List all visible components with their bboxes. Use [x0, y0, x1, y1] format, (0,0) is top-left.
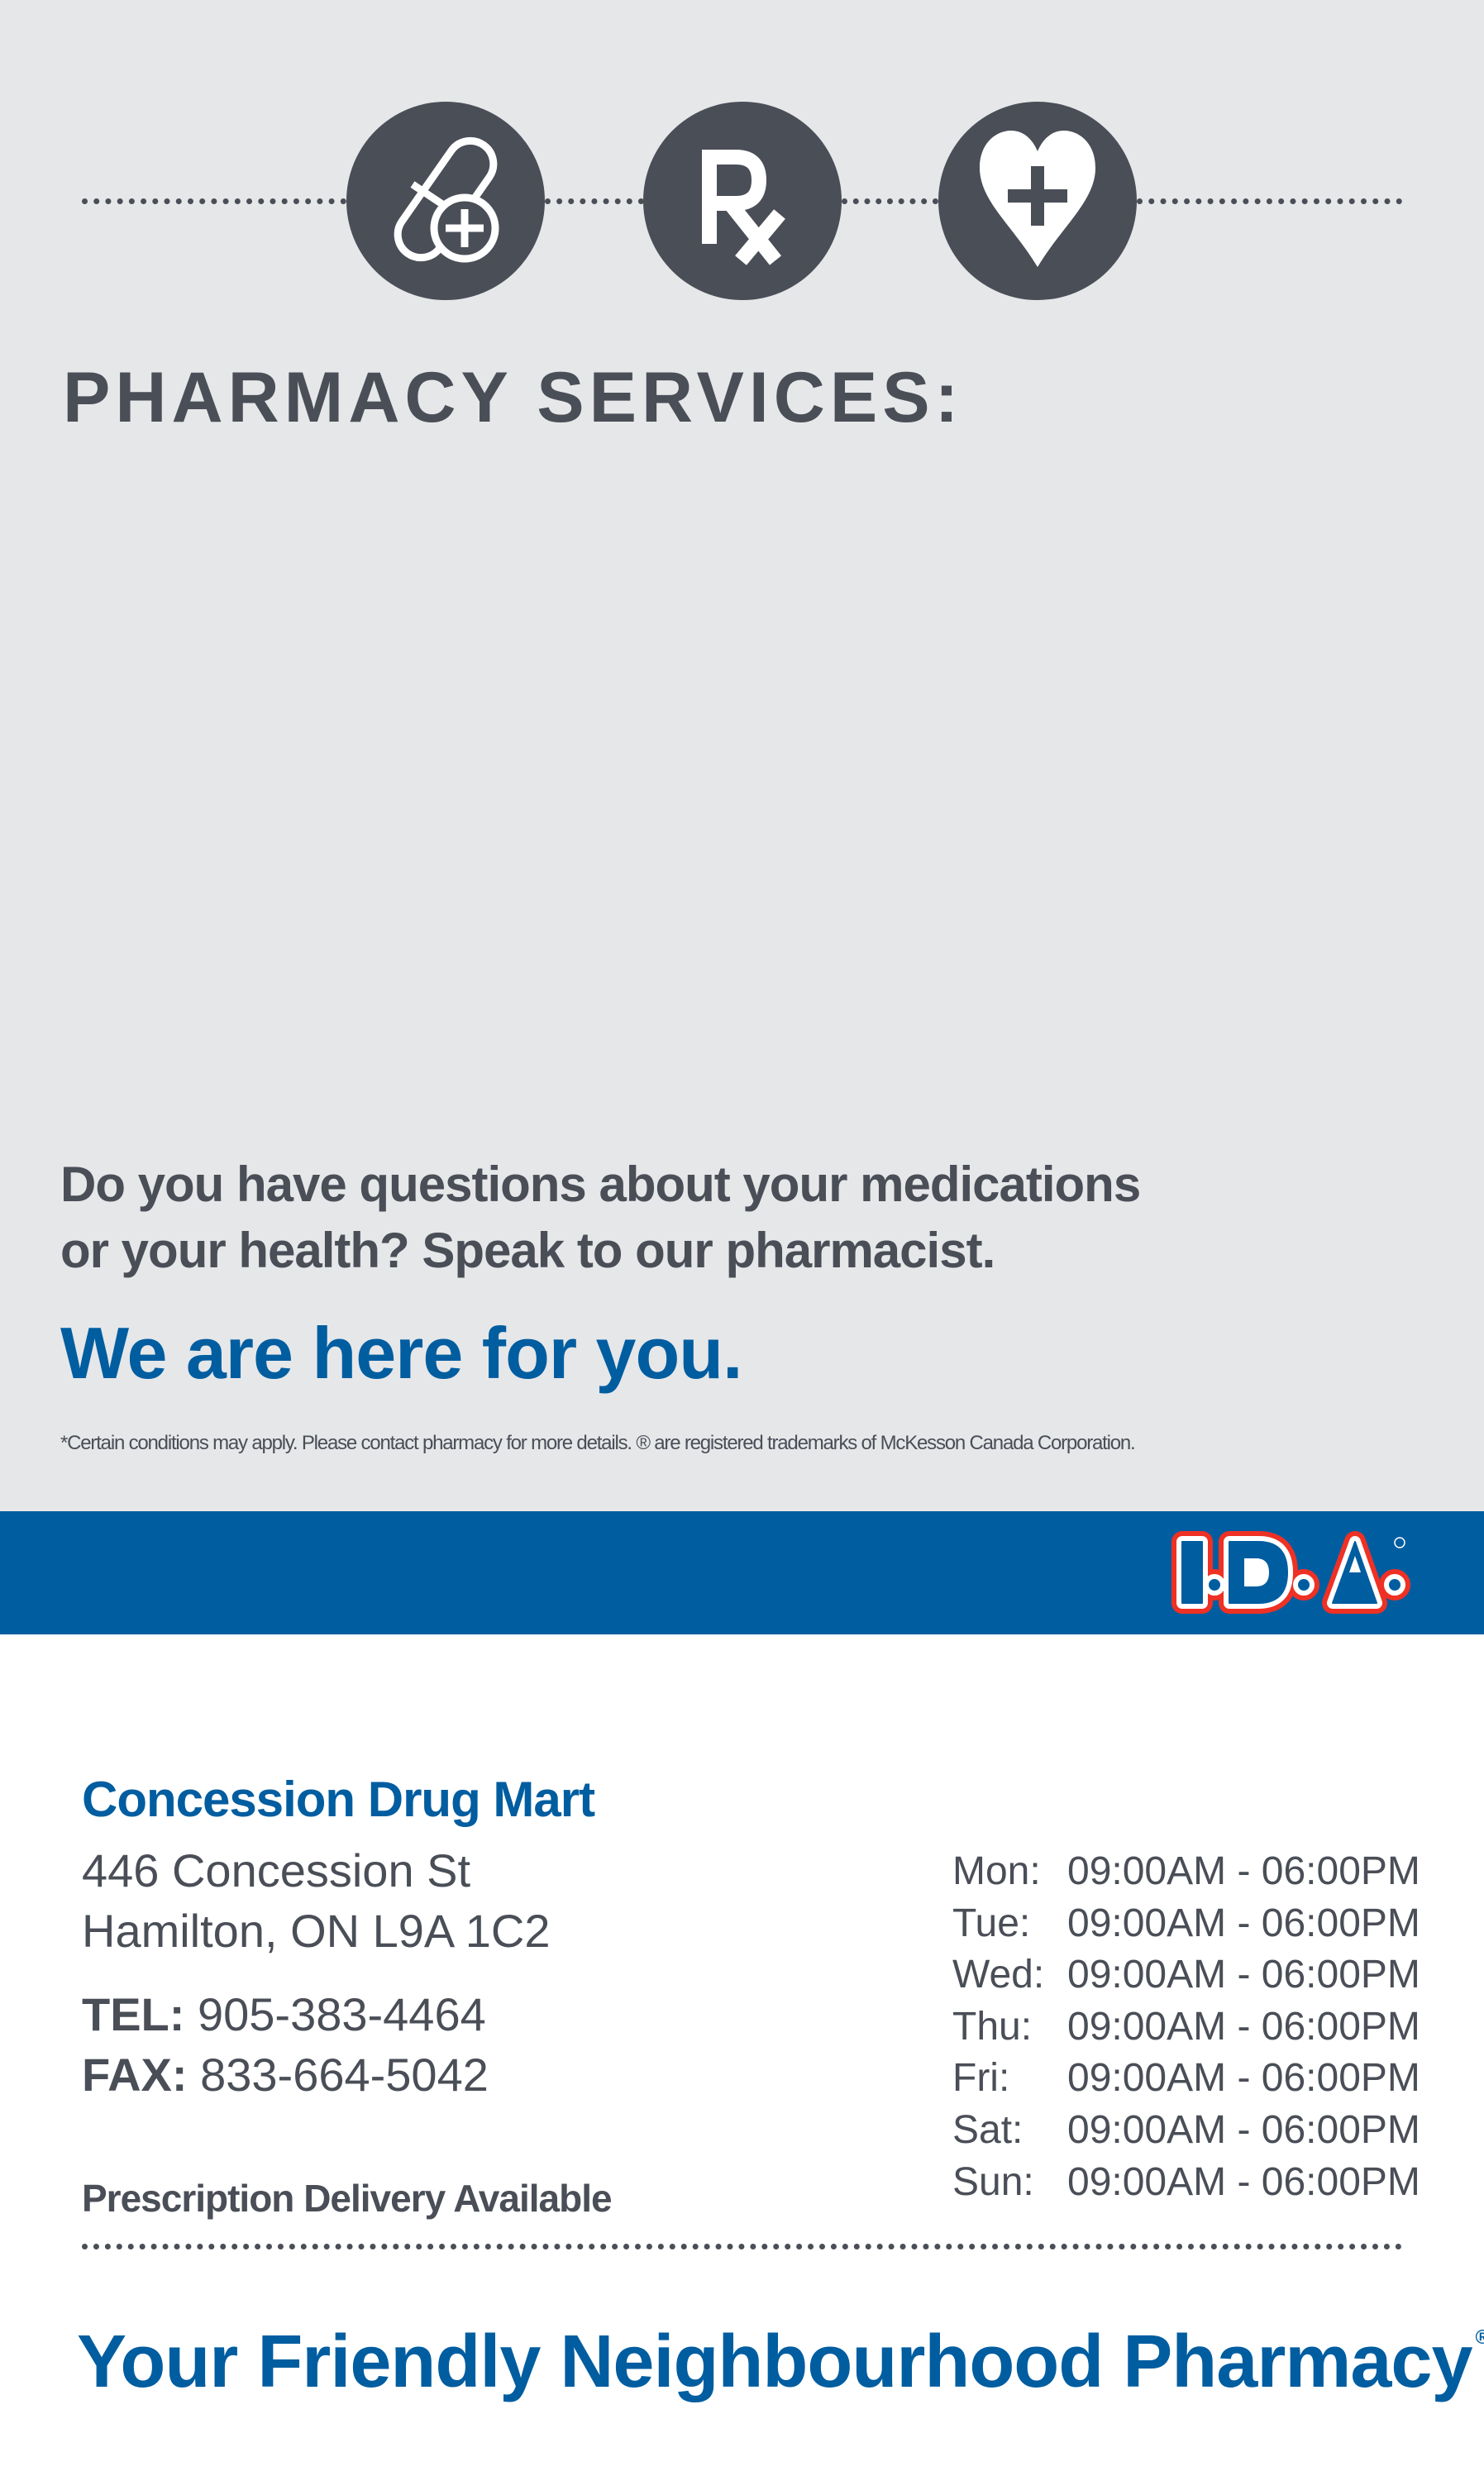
fax-label: FAX: [82, 2049, 188, 2101]
ida-logo [1171, 1531, 1410, 1614]
highlight-message: We are here for you. [60, 1312, 742, 1394]
day: Sun: [952, 2159, 1034, 2204]
time: 09:00AM - 06:00PM [1067, 2107, 1420, 2152]
hours-row: Sat: 09:00AM - 06:00PM [952, 2107, 1420, 2159]
day: Thu: [952, 2004, 1033, 2049]
question-line-2: or your health? Speak to our pharmacist. [60, 1223, 995, 1278]
tagline-text: Your Friendly Neighbourhood Pharmacy [77, 2321, 1473, 2403]
dotted-divider [842, 198, 938, 204]
address-line-2: Hamilton, ON L9A 1C2 [82, 1905, 551, 1957]
hours-row: Sun: 09:00AM - 06:00PM [952, 2159, 1420, 2211]
delivery-note: Prescription Delivery Available [82, 2177, 613, 2220]
hours-row: Wed: 09:00AM - 06:00PM [952, 1952, 1420, 2004]
pill-plus-icon [346, 102, 545, 300]
brand-band [0, 1511, 1484, 1634]
disclaimer: *Certain conditions may apply. Please co… [60, 1432, 1136, 1454]
hours-row: Fri: 09:00AM - 06:00PM [952, 2055, 1420, 2107]
time: 09:00AM - 06:00PM [1067, 1953, 1420, 1997]
page-title: PHARMACY SERVICES: [63, 358, 964, 437]
time: 09:00AM - 06:00PM [1067, 2056, 1420, 2101]
dotted-divider [1137, 198, 1402, 204]
dotted-divider [545, 198, 644, 204]
time: 09:00AM - 06:00PM [1067, 1849, 1420, 1893]
day: Mon: [952, 1849, 1041, 1893]
dotted-divider [82, 198, 346, 204]
day: Wed: [952, 1953, 1045, 1997]
heart-plus-icon [938, 102, 1137, 300]
time: 09:00AM - 06:00PM [1067, 2004, 1420, 2049]
tel-row[interactable]: TEL: 905-383-4464 [82, 1987, 486, 2041]
hours-row: Mon: 09:00AM - 06:00PM [952, 1849, 1420, 1901]
fax-number: 833-664-5042 [200, 2049, 489, 2101]
store-hours: Mon: 09:00AM - 06:00PM Tue: 09:00AM - 06:0… [952, 1849, 1420, 2211]
tagline: Your Friendly Neighbourhood Pharmacy ® [77, 2320, 1484, 2405]
time: 09:00AM - 06:00PM [1067, 2159, 1420, 2204]
tel-label: TEL: [82, 1988, 185, 2040]
store-name: Concession Drug Mart [82, 1772, 595, 1827]
hours-row: Thu: 09:00AM - 06:00PM [952, 2004, 1420, 2056]
rx-icon [643, 102, 842, 300]
address-line-1: 446 Concession St [82, 1844, 471, 1896]
hours-row: Tue: 09:00AM - 06:00PM [952, 1901, 1420, 1953]
day: Tue: [952, 1901, 1031, 1945]
time: 09:00AM - 06:00PM [1067, 1901, 1420, 1945]
day: Fri: [952, 2056, 1010, 2101]
tel-number[interactable]: 905-383-4464 [197, 1988, 486, 2040]
day: Sat: [952, 2107, 1024, 2152]
question-line-1: Do you have questions about your medicat… [60, 1157, 1141, 1212]
fax-row: FAX: 833-664-5042 [82, 2048, 489, 2101]
registered-mark: ® [1475, 2326, 1484, 2349]
dotted-divider [82, 2244, 1402, 2249]
